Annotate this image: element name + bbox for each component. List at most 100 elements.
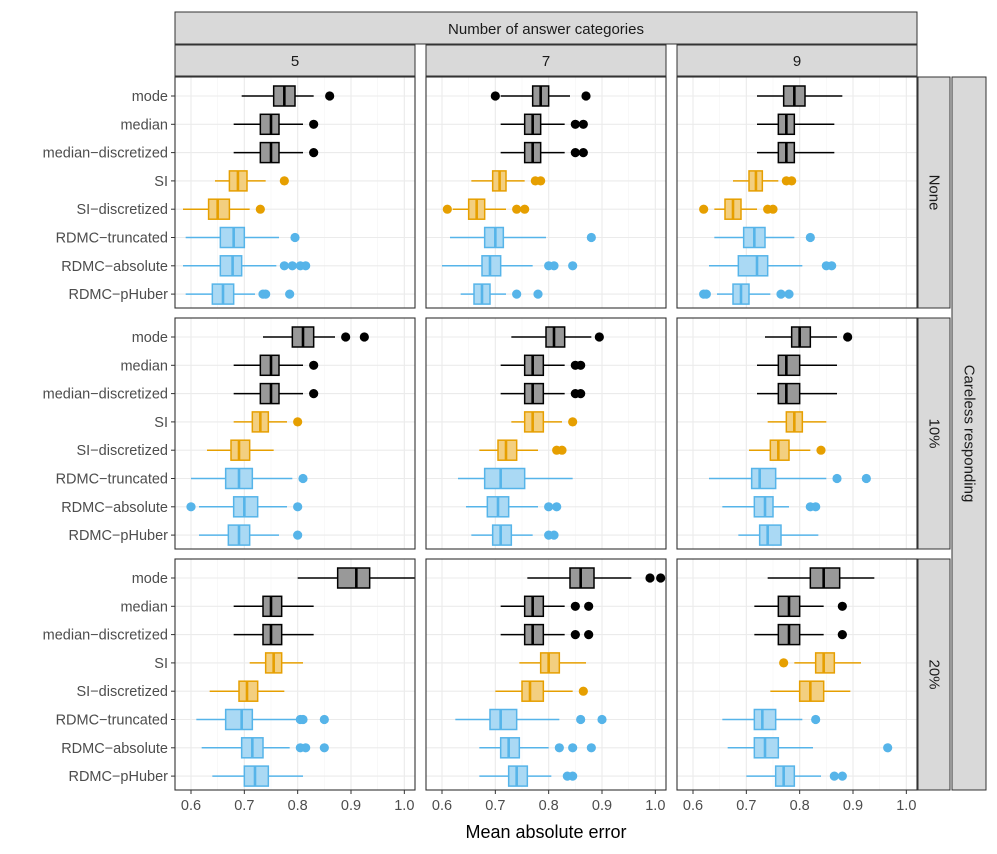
boxplot-10%-9-median (757, 354, 837, 377)
boxplot-10%-5-median−discretized (233, 382, 319, 405)
outlier-point (309, 360, 319, 370)
boxplot-None-5-RDMC−truncated (185, 226, 300, 249)
boxplot-20%-7-SI−discretized (495, 680, 588, 702)
boxplot-10%-5-SI (233, 411, 303, 433)
outlier-point (570, 630, 580, 640)
boxplot-None-7-RDMC−pHuber (460, 283, 543, 305)
boxplot-None-9-SI (733, 170, 797, 192)
outlier-point (584, 601, 594, 611)
panel-border (676, 76, 918, 309)
boxplot-None-9-median−discretized (757, 141, 835, 164)
outlier-point (829, 771, 839, 781)
boxplot-10%-7-median (500, 354, 586, 377)
y-tick-label: median−discretized (43, 628, 168, 644)
box-iqr (497, 439, 518, 461)
outlier-point (533, 289, 543, 299)
outlier-point (293, 502, 303, 512)
column-strip (174, 44, 416, 77)
outlier-point (309, 389, 319, 399)
x-tick-label: 0.6 (181, 798, 201, 814)
boxplot-20%-5-median (233, 595, 314, 618)
x-tick-label: 0.7 (485, 798, 505, 814)
row-group-strip-title: Careless responding (961, 365, 978, 503)
y-tick-label: mode (132, 89, 168, 105)
outlier-point (827, 261, 837, 271)
x-tick-label: 0.9 (843, 798, 863, 814)
boxplot-20%-9-RDMC−absolute (727, 737, 893, 759)
outlier-point (255, 204, 265, 214)
boxplot-None-7-median−discretized (500, 141, 588, 164)
outlier-point (805, 232, 815, 243)
box-iqr (777, 354, 801, 377)
outlier-point (570, 148, 580, 158)
outlier-point (811, 714, 821, 725)
y-tick-label: RDMC−pHuber (68, 528, 168, 544)
box-iqr (336, 567, 371, 589)
panel-border (174, 558, 416, 791)
box-iqr (523, 354, 545, 377)
outlier-point (837, 630, 847, 640)
column-group-strip-title: Number of answer categories (448, 21, 644, 38)
boxplot-None-9-RDMC−pHuber (699, 283, 794, 305)
outlier-point (568, 771, 578, 781)
column-strip-label: 7 (542, 53, 550, 70)
box-iqr (259, 141, 280, 164)
boxplot-10%-5-mode (263, 326, 369, 348)
y-tick-label: SI−discretized (77, 202, 168, 218)
y-tick-label: median−discretized (43, 387, 168, 403)
row-strip (917, 317, 951, 550)
boxplot-10%-9-RDMC−truncated (709, 467, 871, 490)
box-iqr (798, 680, 825, 702)
boxplot-20%-5-RDMC−pHuber (212, 765, 303, 787)
boxplot-10%-7-SI (511, 411, 578, 433)
box-iqr (219, 255, 243, 277)
outlier-point (261, 289, 271, 299)
outlier-point (520, 204, 530, 214)
y-tick-label: SI (154, 174, 168, 190)
box-iqr (481, 255, 502, 277)
box-iqr (499, 737, 521, 759)
box-iqr (232, 496, 259, 518)
box-iqr (489, 708, 518, 731)
boxplot-None-5-median−discretized (233, 141, 319, 164)
boxplot-None-5-mode (241, 85, 335, 107)
outlier-point (645, 573, 655, 583)
outlier-point (699, 204, 709, 214)
box-iqr (224, 708, 254, 731)
y-tick-label: SI−discretized (77, 443, 168, 459)
boxplot-20%-5-SI (249, 652, 303, 674)
outlier-point (787, 176, 797, 186)
boxplot-None-9-median (757, 113, 835, 136)
boxplot-10%-9-SI (767, 411, 827, 433)
boxplot-20%-5-RDMC−truncated (196, 708, 329, 731)
boxplot-None-5-SI−discretized (183, 198, 265, 220)
outlier-point (832, 473, 842, 484)
row-strip-label: 10% (926, 418, 943, 448)
box-iqr (777, 382, 801, 405)
outlier-point (549, 530, 559, 540)
box-iqr (523, 411, 545, 433)
outlier-point (536, 176, 546, 186)
y-tick-label: RDMC−pHuber (68, 769, 168, 785)
panel-border (425, 317, 667, 550)
boxplot-None-9-SI−discretized (699, 198, 778, 220)
box-iqr (523, 382, 545, 405)
boxplot-20%-9-median (754, 595, 847, 618)
box-iqr (259, 382, 280, 405)
outlier-point (279, 176, 289, 186)
outlier-point (557, 445, 567, 455)
outlier-point (656, 573, 666, 583)
boxplot-None-7-SI (471, 170, 546, 192)
box-iqr (219, 226, 246, 249)
boxplot-20%-9-RDMC−truncated (722, 708, 821, 731)
boxplot-10%-7-RDMC−truncated (458, 467, 573, 490)
outlier-point (584, 630, 594, 640)
box-iqr (238, 680, 259, 702)
outlier-point (586, 743, 596, 753)
boxplot-20%-9-RDMC−pHuber (746, 765, 847, 787)
outlier-point (301, 743, 311, 753)
y-tick-label: median−discretized (43, 146, 168, 162)
column-strip (425, 44, 667, 77)
box-iqr (545, 326, 566, 348)
outlier-point (576, 389, 586, 399)
